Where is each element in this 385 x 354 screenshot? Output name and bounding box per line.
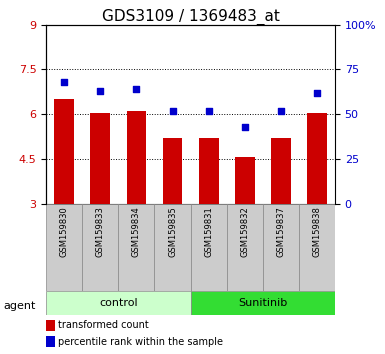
Text: GSM159834: GSM159834 [132, 206, 141, 257]
Bar [90, 113, 110, 204]
Text: Sunitinib: Sunitinib [238, 298, 287, 308]
Bar [46, 204, 82, 291]
Bar [46, 336, 55, 347]
Bar [235, 157, 254, 204]
Point [314, 90, 320, 96]
Bar [162, 138, 182, 204]
Bar [119, 204, 154, 291]
Point [242, 124, 248, 130]
Text: transformed count: transformed count [58, 320, 149, 330]
Bar [46, 291, 191, 315]
Text: GSM159835: GSM159835 [168, 206, 177, 257]
Bar [299, 204, 335, 291]
Point [61, 79, 67, 85]
Point [97, 88, 104, 94]
Title: GDS3109 / 1369483_at: GDS3109 / 1369483_at [102, 8, 280, 25]
Bar [271, 138, 291, 204]
Text: percentile rank within the sample: percentile rank within the sample [58, 337, 223, 347]
Text: GSM159831: GSM159831 [204, 206, 213, 257]
Bar [227, 204, 263, 291]
Bar [307, 113, 327, 204]
Text: GSM159837: GSM159837 [276, 206, 285, 257]
Point [133, 86, 139, 92]
Bar [199, 138, 219, 204]
Point [206, 108, 212, 113]
Bar [82, 204, 119, 291]
Bar [54, 99, 74, 204]
Text: GSM159832: GSM159832 [240, 206, 249, 257]
Bar [154, 204, 191, 291]
Bar [191, 291, 335, 315]
Bar [46, 320, 55, 331]
Text: control: control [99, 298, 138, 308]
Text: GSM159830: GSM159830 [60, 206, 69, 257]
Text: GSM159838: GSM159838 [312, 206, 321, 257]
Text: agent: agent [4, 301, 36, 311]
Point [278, 108, 284, 113]
Bar [127, 111, 146, 204]
Text: GSM159833: GSM159833 [96, 206, 105, 257]
Point [169, 108, 176, 113]
Bar [263, 204, 299, 291]
Bar [191, 204, 227, 291]
